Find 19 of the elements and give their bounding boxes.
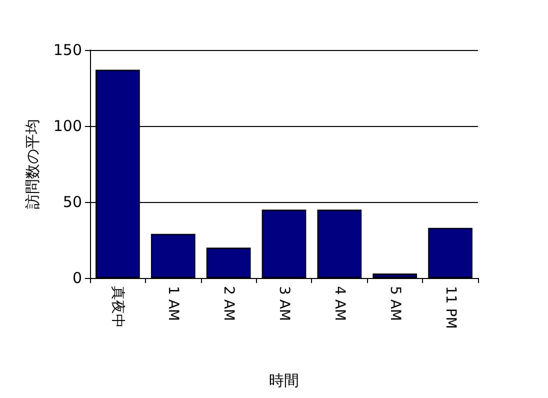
y-tick-label: 50 xyxy=(62,193,82,211)
y-tick-label: 150 xyxy=(53,41,82,59)
bar xyxy=(150,234,196,278)
bar xyxy=(206,248,251,278)
y-tick-label: 100 xyxy=(53,117,82,135)
bar xyxy=(372,273,418,278)
y-axis-title: 訪問数の平均 xyxy=(24,119,42,209)
bar xyxy=(262,210,306,278)
bar xyxy=(317,210,362,278)
x-tick-label: 3 AM xyxy=(276,286,292,322)
x-tick-label: 真夜中 xyxy=(110,286,126,328)
y-tick-label: 0 xyxy=(72,269,82,287)
x-tick-label: 11 PM xyxy=(442,286,458,329)
x-tick-label: 2 AM xyxy=(220,286,237,322)
x-tick-label: 5 AM xyxy=(386,286,403,322)
x-axis-title: 時間 xyxy=(269,372,299,390)
x-tick-label: 4 AM xyxy=(331,286,348,322)
x-tick-label: 1 AM xyxy=(165,286,182,322)
bar xyxy=(428,228,472,278)
